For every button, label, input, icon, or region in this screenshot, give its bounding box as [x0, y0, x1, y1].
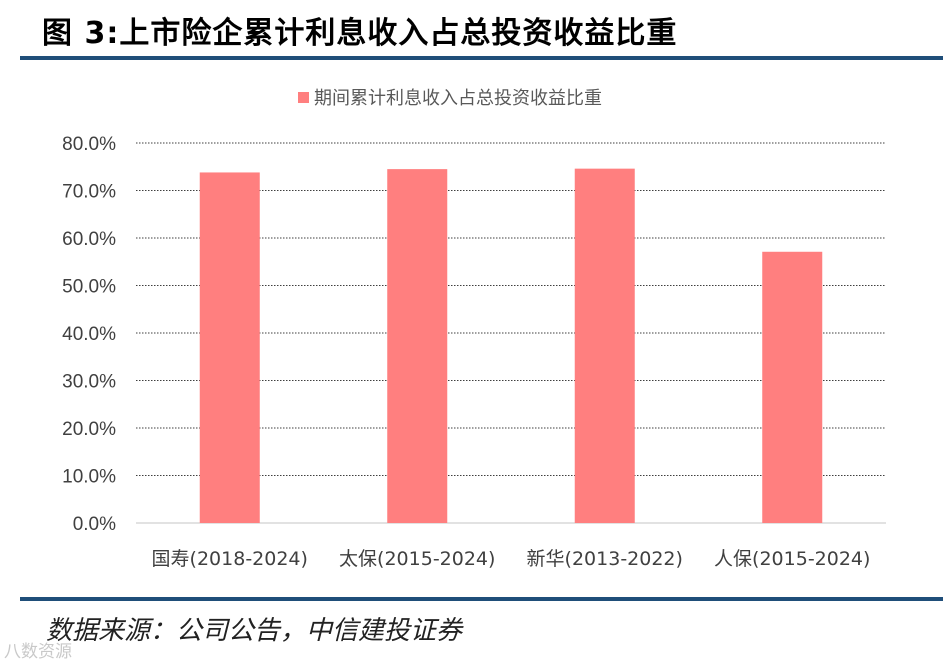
x-category-label: 新华(2013-2022) [527, 548, 683, 570]
y-tick-label: 10.0% [62, 467, 116, 488]
legend: 期间累计利息收入占总投资收益比重 [298, 88, 602, 109]
y-tick-label: 30.0% [62, 372, 116, 393]
y-tick-label: 50.0% [62, 277, 116, 298]
legend-label: 期间累计利息收入占总投资收益比重 [314, 88, 602, 109]
bottom-rule [20, 597, 943, 601]
y-axis-tick-labels: 0.0% 10.0% 20.0% 30.0% 40.0% 50.0% 60.0% 70.0% 8… [62, 134, 116, 535]
bar [387, 169, 448, 523]
y-tick-label: 20.0% [62, 419, 116, 440]
x-category-label: 人保(2015-2024) [714, 548, 870, 570]
bar-chart: 0.0% 10.0% 20.0% 30.0% 40.0% 50.0% 60.0% 70.0% 8… [62, 88, 886, 570]
y-tick-label: 70.0% [62, 182, 116, 203]
x-axis-category-labels: 国寿(2018-2024) 太保(2015-2024) 新华(2013-2022) 人… [152, 548, 871, 570]
source-note: 数据来源：公司公告，中信建投证券 [46, 616, 463, 646]
bar [762, 251, 823, 523]
bars [199, 168, 823, 523]
bar [199, 172, 260, 523]
top-rule [20, 56, 943, 60]
y-tick-label: 60.0% [62, 229, 116, 250]
x-category-label: 国寿(2018-2024) [152, 548, 308, 570]
x-category-label: 太保(2015-2024) [339, 548, 495, 570]
legend-swatch [298, 92, 309, 103]
y-tick-label: 80.0% [62, 134, 116, 155]
y-tick-label: 40.0% [62, 324, 116, 345]
gridlines [136, 142, 886, 524]
y-tick-label: 0.0% [73, 514, 116, 535]
watermark-logo: 八数资源 [4, 642, 72, 662]
bar [574, 168, 635, 523]
figure-title: 图 3:上市险企累计利息收入占总投资收益比重 [42, 16, 678, 51]
